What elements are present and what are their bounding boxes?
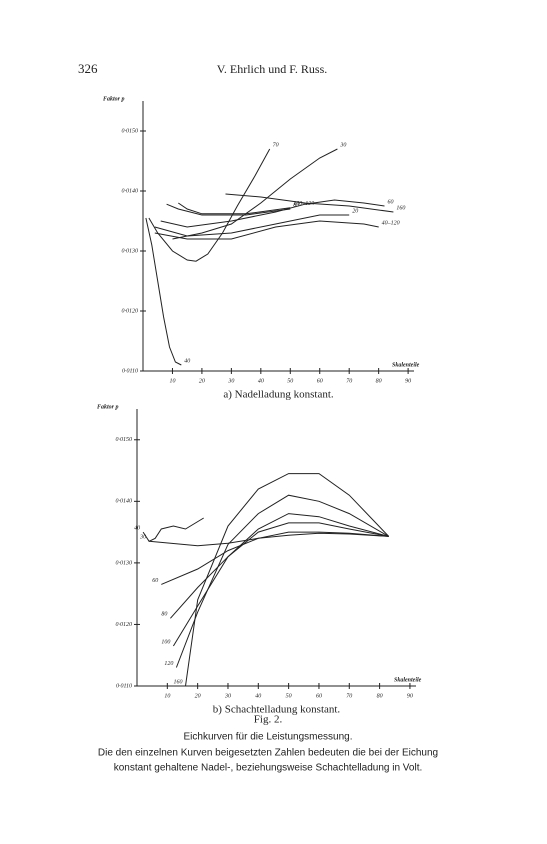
caption-line: konstant gehaltene Nadel-, beziehungswei… [114, 763, 423, 774]
y-tick-label: 0·0150 [122, 128, 139, 134]
running-title: V. Ehrlich und F. Russ. [217, 62, 328, 76]
x-tick-label: 20 [195, 693, 201, 699]
x-tick-label: 90 [407, 693, 413, 699]
x-tick-label: 80 [376, 378, 382, 384]
curve-label: 120 [164, 661, 173, 667]
x-tick-label: 80 [377, 693, 383, 699]
curve [154, 214, 350, 237]
y-tick-label: 0·0130 [116, 560, 133, 566]
figure-number: Fig. 2. [254, 714, 283, 726]
x-tick-label: 60 [317, 378, 323, 384]
x-tick-label: 70 [346, 693, 352, 699]
curve-label: 30 [339, 142, 346, 148]
curve [145, 217, 182, 366]
y-tick-label: 0·0140 [116, 498, 133, 505]
x-tick-label: 50 [287, 378, 293, 384]
curve-label: 80 [161, 612, 167, 618]
curve [172, 513, 389, 647]
y-tick-label: 0·0140 [122, 187, 139, 194]
curve-label: 20 [352, 208, 358, 214]
curve [142, 517, 204, 542]
curve [149, 532, 389, 547]
x-tick-label: 30 [227, 378, 234, 384]
curve-label: 100 [161, 639, 170, 645]
curve [161, 531, 389, 585]
curve-label: 80 [293, 202, 299, 208]
curve-label: 70 [273, 142, 279, 148]
x-axis-label: Skalenteile [394, 677, 422, 683]
curve-label: 40 [184, 357, 190, 364]
x-tick-label: 10 [164, 693, 170, 699]
curve [185, 473, 390, 687]
curve [154, 220, 379, 240]
y-tick-label: 0·0130 [122, 248, 139, 254]
curve [175, 494, 389, 668]
chart-title: a) Nadelladung konstant. [223, 389, 334, 401]
curve-label: 160 [396, 205, 405, 211]
curve [170, 522, 389, 619]
y-tick-label: 0·0120 [116, 622, 133, 628]
curve [225, 193, 394, 213]
x-tick-label: 40 [258, 377, 264, 384]
y-axis-label: Faktor p [97, 404, 119, 410]
y-tick-label: 0·0110 [116, 683, 132, 689]
x-tick-label: 20 [199, 378, 205, 384]
x-tick-label: 90 [405, 378, 411, 384]
curve [166, 203, 291, 216]
curve-label: 30 [139, 535, 146, 541]
curve-label: 40 [134, 524, 140, 531]
y-tick-label: 0·0110 [122, 368, 138, 374]
curve-label: 60 [388, 199, 394, 205]
x-tick-label: 40 [255, 692, 261, 699]
curve [178, 202, 291, 215]
curve [172, 148, 338, 240]
y-axis-label: Faktor p [103, 96, 125, 102]
curve-label: 40–120 [382, 219, 400, 226]
chart-title: b) Schachtelladung konstant. [213, 704, 341, 716]
y-tick-label: 0·0150 [116, 437, 133, 443]
caption-title: Eichkurven für die Leistungsmessung. [184, 732, 353, 743]
x-tick-label: 60 [316, 693, 322, 699]
curve-label: 100–120 [293, 201, 314, 207]
x-tick-label: 50 [286, 693, 292, 699]
x-tick-label: 10 [169, 378, 175, 384]
curve [148, 148, 271, 262]
curve-label: 60 [152, 578, 158, 584]
page-number: 326 [78, 61, 98, 76]
x-tick-label: 70 [346, 378, 352, 384]
x-tick-label: 30 [224, 693, 231, 699]
y-tick-label: 0·0120 [122, 308, 139, 314]
x-axis-label: Skalenteile [392, 362, 420, 368]
caption-line: Die den einzelnen Kurven beigesetzten Za… [98, 748, 438, 759]
curve-label: 160 [174, 679, 183, 685]
